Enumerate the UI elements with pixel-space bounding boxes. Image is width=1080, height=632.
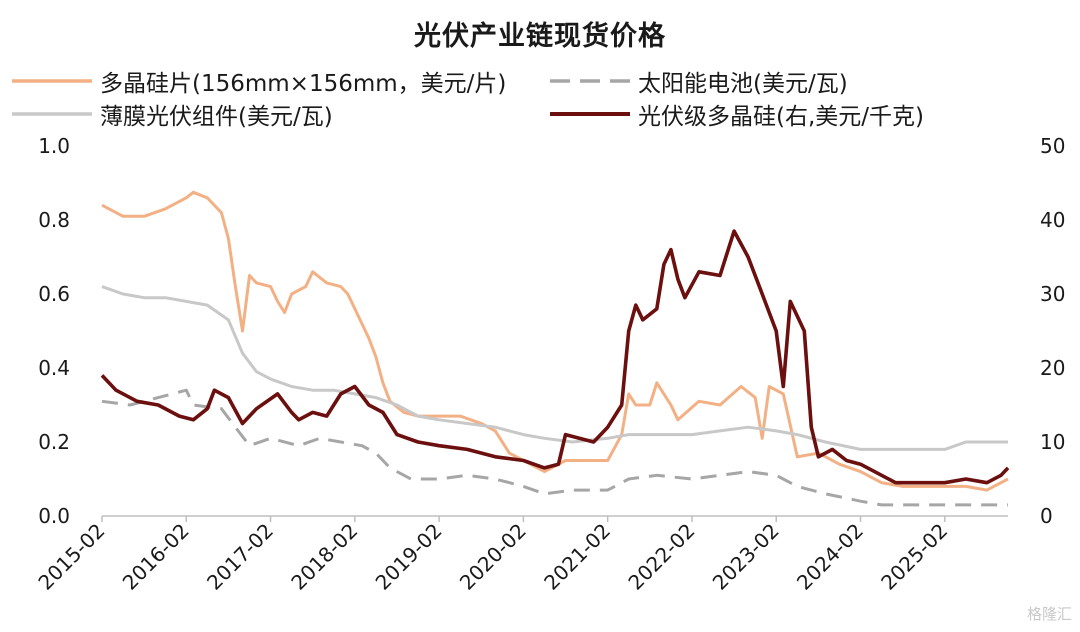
legend-label-thin-film: 薄膜光伏组件(美元/瓦) xyxy=(100,104,333,130)
legend-swatch-wafer xyxy=(10,69,94,93)
y-left-tick-label: 0.8 xyxy=(38,208,70,232)
legend-item-thin-film-module: 薄膜光伏组件(美元/瓦) xyxy=(10,97,333,131)
x-tick-label: 2017-02 xyxy=(202,519,278,595)
y-left-tick-label: 0.2 xyxy=(38,430,70,454)
x-tick-label: 2025-02 xyxy=(876,519,952,595)
x-tick-label: 2019-02 xyxy=(371,519,447,595)
legend-item-polysilicon: 光伏级多晶硅(右,美元/千克) xyxy=(548,97,924,131)
chart-title: 光伏产业链现货价格 xyxy=(414,21,666,52)
legend-swatch-thin-film xyxy=(10,102,94,126)
x-tick-label: 2021-02 xyxy=(539,519,615,595)
watermark: 格隆汇 xyxy=(1026,605,1072,623)
y-right-tick-label: 40 xyxy=(1040,208,1065,232)
legend-item-polysilicon-wafer: 多晶硅片(156mm×156mm，美元/片) xyxy=(10,64,506,98)
legend-label-polysilicon: 光伏级多晶硅(右,美元/千克) xyxy=(638,104,925,130)
y-right-tick-label: 30 xyxy=(1040,282,1065,306)
series-line-3 xyxy=(100,229,1010,485)
x-tick-label: 2020-02 xyxy=(455,519,531,595)
series-line-1 xyxy=(101,388,1008,507)
legend-label-wafer: 多晶硅片(156mm×156mm，美元/片) xyxy=(100,71,507,97)
legend-label-cell: 太阳能电池(美元/瓦) xyxy=(638,71,848,97)
y-right-tick-label: 20 xyxy=(1040,356,1065,380)
x-tick-label: 2024-02 xyxy=(792,519,868,595)
y-left-tick-label: 0.6 xyxy=(38,282,70,306)
legend-item-solar-cell: 太阳能电池(美元/瓦) xyxy=(548,64,848,98)
legend-swatch-cell xyxy=(548,69,632,93)
x-tick-label: 2018-02 xyxy=(286,519,362,595)
y-left-tick-label: 0.0 xyxy=(38,504,70,528)
x-tick-label: 2023-02 xyxy=(708,519,784,595)
x-tick-label: 2015-02 xyxy=(33,519,109,595)
legend-swatch-polysilicon xyxy=(548,102,632,126)
y-right-tick-label: 10 xyxy=(1040,430,1065,454)
x-tick-label: 2016-02 xyxy=(118,519,194,595)
y-right-tick-label: 0 xyxy=(1040,504,1053,528)
series-line-2 xyxy=(101,285,1008,451)
y-right-tick-label: 50 xyxy=(1040,134,1065,158)
y-left-tick-label: 0.4 xyxy=(38,356,70,380)
x-tick-label: 2022-02 xyxy=(623,519,699,595)
y-left-tick-label: 1.0 xyxy=(38,134,70,158)
